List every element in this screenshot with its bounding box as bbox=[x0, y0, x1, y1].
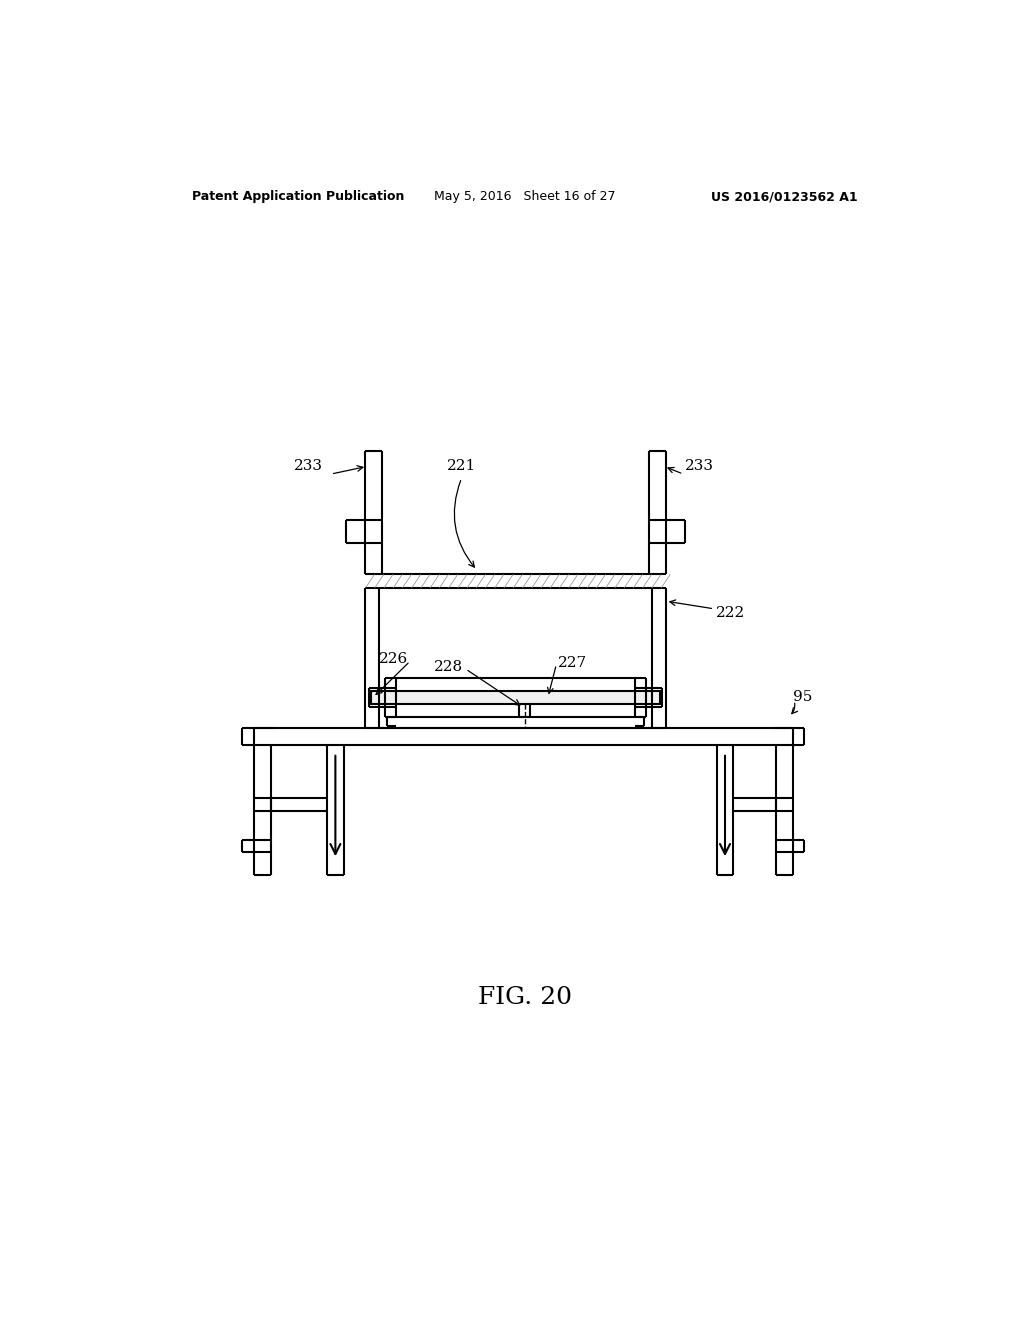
Text: 233: 233 bbox=[294, 459, 323, 474]
Text: 227: 227 bbox=[558, 656, 587, 669]
Text: 233: 233 bbox=[685, 459, 714, 474]
Bar bbox=[371, 692, 660, 704]
Text: May 5, 2016   Sheet 16 of 27: May 5, 2016 Sheet 16 of 27 bbox=[434, 190, 615, 203]
Text: 95: 95 bbox=[793, 690, 812, 705]
Text: 226: 226 bbox=[379, 652, 408, 665]
Text: FIG. 20: FIG. 20 bbox=[478, 986, 571, 1010]
Text: 221: 221 bbox=[447, 459, 476, 474]
Text: 228: 228 bbox=[434, 660, 463, 673]
Text: US 2016/0123562 A1: US 2016/0123562 A1 bbox=[711, 190, 857, 203]
Text: 222: 222 bbox=[716, 606, 745, 619]
Text: Patent Application Publication: Patent Application Publication bbox=[193, 190, 404, 203]
